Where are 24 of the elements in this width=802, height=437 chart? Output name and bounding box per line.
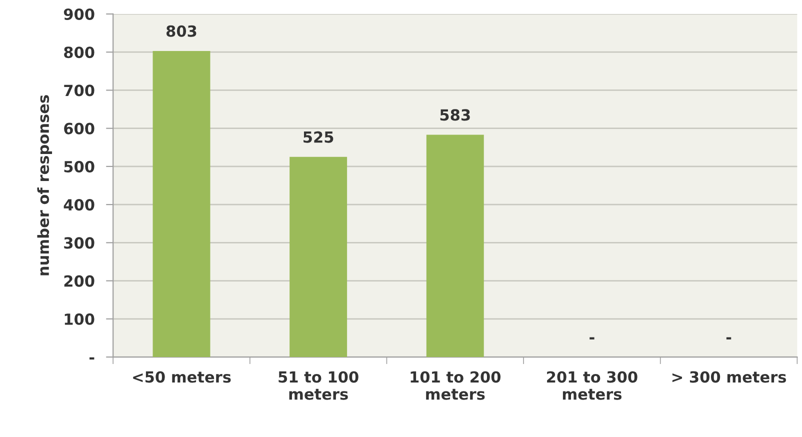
y-tick-label: 200 [64,275,94,287]
bar [152,50,210,358]
x-tick-label: > 300 meters [672,371,786,383]
data-label: 525 [304,131,334,143]
data-label: 583 [440,109,470,121]
x-tick-label: 51 to 100 meters [278,371,358,400]
y-tick-label: 300 [64,237,94,249]
y-tick-label: 900 [64,8,94,20]
y-tick-label: 600 [64,122,94,134]
data-label: - [726,337,732,340]
x-tick-label: <50 meters [133,371,231,383]
data-label: - [590,337,594,340]
y-tick-label: 500 [64,160,94,172]
y-tick-label: 800 [64,46,94,58]
bar [426,134,484,358]
y-tick-label: 400 [64,199,94,211]
y-tick-label: - [90,357,94,360]
bar [290,156,348,358]
x-tick-label: 101 to 200 meters [410,371,501,400]
y-tick-label: 700 [64,84,94,96]
y-axis-title: number of responses [37,95,52,276]
data-label: 803 [166,25,196,37]
x-tick-label: 201 to 300 meters [547,371,638,400]
y-tick-label: 100 [64,313,94,325]
